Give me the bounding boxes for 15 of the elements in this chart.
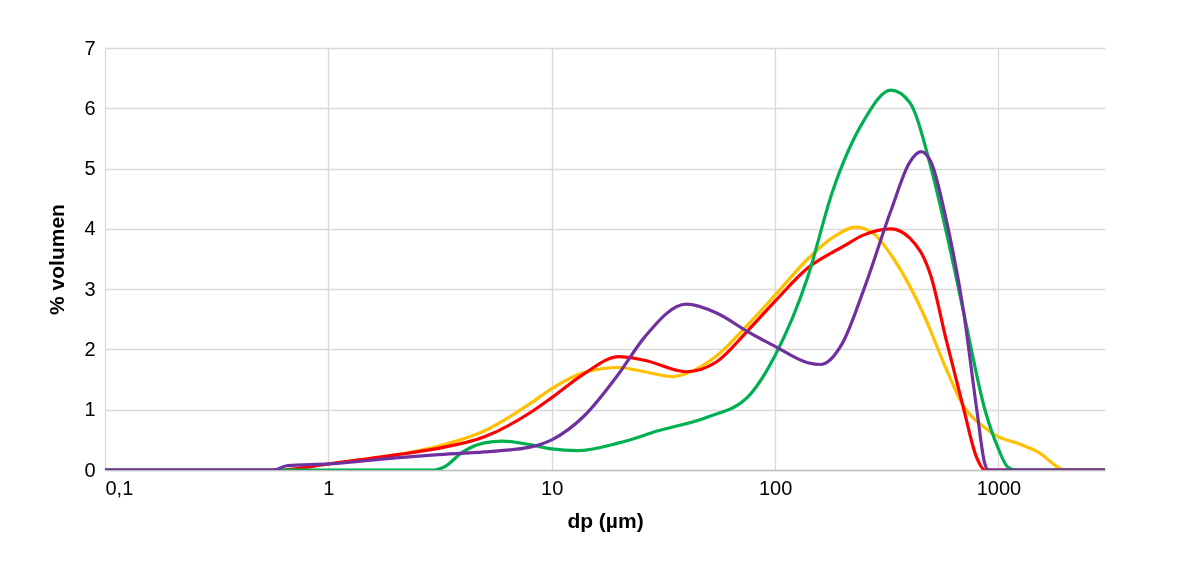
x-axis-title: dp (µm) [567,508,644,532]
y-tick-label: 2 [84,337,96,360]
y-axis-title: % volumen [45,204,69,315]
y-tick-label: 1 [84,398,96,421]
y-tick-label: 3 [84,277,96,300]
y-tick-label: 0 [84,458,96,481]
x-tick-label: 10 [541,476,564,499]
y-tick-label: 4 [84,217,96,240]
y-tick-label: 6 [84,96,96,119]
x-tick-label: 1 [323,476,335,499]
y-tick-label: 7 [84,36,96,59]
x-tick-label: 1000 [976,476,1022,499]
x-tick-label: 0,1 [105,476,134,499]
x-tick-label: 100 [758,476,793,499]
y-tick-label: 5 [84,157,96,180]
